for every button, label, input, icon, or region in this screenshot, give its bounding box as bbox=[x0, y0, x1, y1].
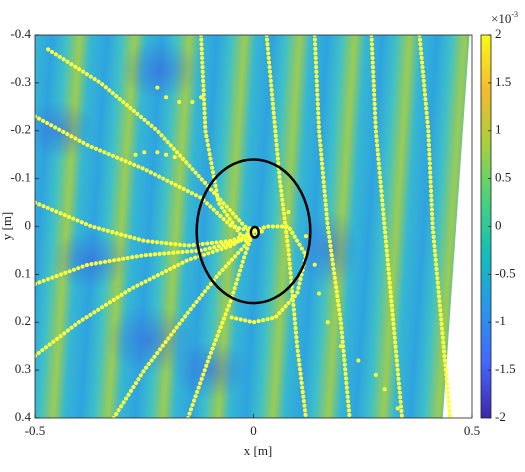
field-dot bbox=[338, 344, 343, 349]
x-tick-label: 0 bbox=[250, 423, 257, 438]
field-line bbox=[46, 47, 260, 234]
boundary-ellipse bbox=[249, 225, 260, 239]
y-tick-label: 0 bbox=[25, 217, 32, 232]
field-line bbox=[417, 35, 453, 418]
field-dot bbox=[164, 152, 169, 157]
field-dot bbox=[164, 95, 169, 100]
colorbar-tick-label: -0.5 bbox=[495, 265, 516, 280]
field-line bbox=[35, 114, 256, 234]
y-tick-label: -0.3 bbox=[10, 74, 31, 89]
field-dot bbox=[317, 291, 322, 296]
field-dot bbox=[190, 100, 195, 105]
y-tick-label: -0.4 bbox=[10, 26, 31, 41]
colorbar-tick-label: 1.5 bbox=[495, 74, 511, 89]
field-line bbox=[312, 35, 352, 418]
x-tick-label: -0.5 bbox=[25, 423, 46, 438]
field-dot bbox=[155, 150, 160, 155]
field-line bbox=[369, 35, 405, 418]
field-line bbox=[35, 200, 256, 248]
y-tick-label: -0.1 bbox=[10, 170, 31, 185]
field-line bbox=[229, 224, 308, 325]
plot-marks bbox=[35, 35, 453, 418]
y-tick-label: -0.2 bbox=[10, 122, 31, 137]
boundary-ellipse bbox=[195, 158, 312, 305]
field-dot bbox=[133, 152, 138, 157]
colorbar-scale-base: ×10 bbox=[491, 11, 511, 26]
x-tick-label: 0.5 bbox=[464, 423, 480, 438]
field-line bbox=[111, 229, 256, 418]
colorbar-tick-label: -1.5 bbox=[495, 361, 516, 376]
colorbar-tick-label: -1 bbox=[495, 313, 506, 328]
field-dot bbox=[373, 372, 378, 377]
field-dot bbox=[172, 155, 177, 160]
field-line bbox=[264, 35, 308, 418]
colorbar-tick-label: 1 bbox=[495, 122, 502, 137]
field-dot bbox=[356, 358, 361, 363]
y-tick-label: 0.4 bbox=[15, 409, 32, 424]
colorbar-tick-label: 0.5 bbox=[495, 170, 511, 185]
colorbar-tick-label: 0 bbox=[495, 217, 502, 232]
field-dot bbox=[303, 234, 308, 239]
x-axis-label: x [m] bbox=[244, 443, 273, 458]
y-tick-label: 0.3 bbox=[15, 361, 31, 376]
y-tick-label: 0.2 bbox=[15, 313, 31, 328]
field-dot bbox=[199, 95, 204, 100]
colorbar-tick-label: -2 bbox=[495, 409, 506, 424]
field-line bbox=[35, 229, 256, 358]
field-image bbox=[35, 35, 470, 418]
field-dot bbox=[395, 406, 400, 411]
colorbar-scale: ×10-3 bbox=[491, 10, 518, 26]
field-dot bbox=[382, 387, 387, 392]
field-dot bbox=[177, 100, 182, 105]
field-dot bbox=[325, 320, 330, 325]
field-dot bbox=[155, 85, 160, 90]
y-tick-label: 0.1 bbox=[15, 265, 31, 280]
colorbar-scale-exponent: -3 bbox=[511, 10, 518, 19]
field-dot bbox=[142, 150, 147, 155]
colorbar-tick-label: 2 bbox=[495, 26, 502, 41]
field-dot bbox=[286, 210, 291, 215]
y-axis-label: y [m] bbox=[0, 212, 14, 241]
field-dot bbox=[312, 262, 317, 267]
